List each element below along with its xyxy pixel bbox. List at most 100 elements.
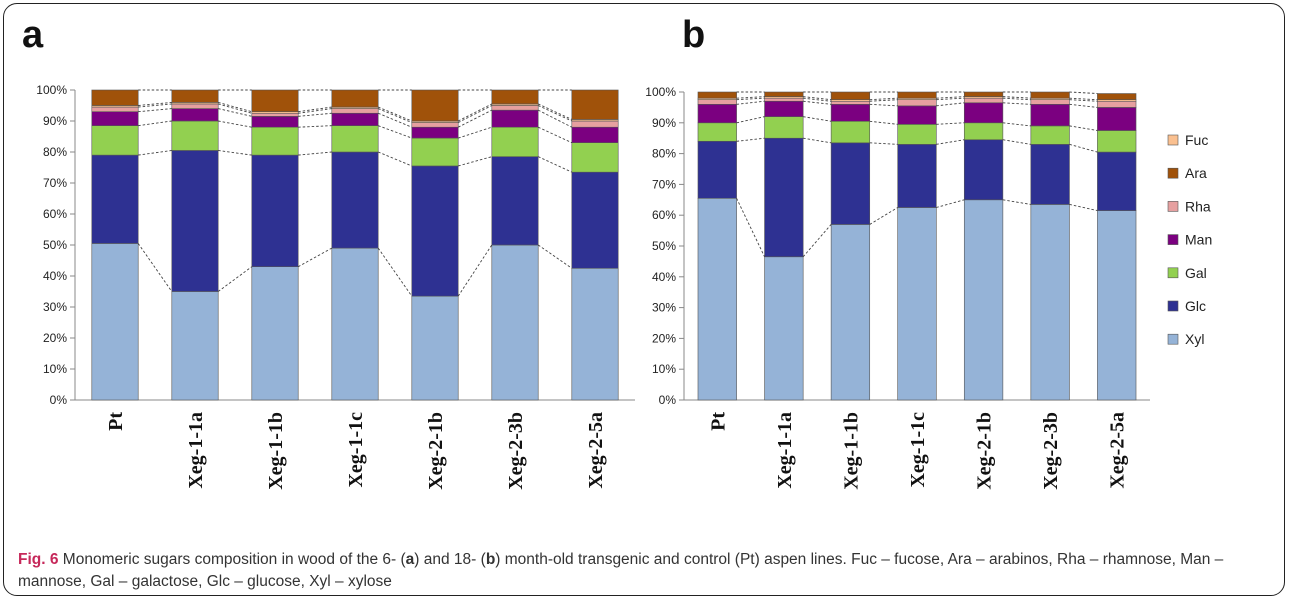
caption-figure-label: Fig. 6 [18, 551, 59, 568]
panel-letter-a: a [22, 14, 44, 56]
bar-segment-gal [331, 125, 379, 153]
y-tick-label: 0% [50, 393, 68, 407]
bar-segment-xyl [897, 207, 937, 401]
bar-segment-ara [491, 89, 539, 105]
caption-text-3: ) month-old transgenic and control (Pt) … [18, 551, 1224, 590]
bar-segment-xyl [411, 295, 459, 401]
bar-segment-rha [91, 106, 139, 113]
connector-line [736, 97, 765, 101]
connector-line [138, 150, 172, 156]
chart-panel-a: 0% 10% 20% 30% 40% 50% 60% 70% 80% 90% 100% Pt Xeg-1… [36, 83, 635, 490]
bar-segment-glc [830, 142, 871, 225]
connector-line [378, 108, 412, 123]
y-tick-label: 40% [43, 269, 67, 283]
bar-segment-rha [411, 122, 459, 128]
bar-segment-gal [251, 126, 299, 156]
connector-line [1069, 203, 1098, 212]
connector-line [1069, 97, 1098, 101]
connector-line [803, 116, 832, 122]
connector-line [1002, 97, 1031, 101]
connector-line [138, 108, 172, 113]
bar-segment-gal [764, 116, 804, 139]
connector-line [936, 96, 965, 99]
y-tick-label: 100% [36, 83, 67, 97]
connector-line [736, 137, 765, 142]
legend-label: Rha [1185, 198, 1211, 214]
y-tick-label: 20% [43, 331, 67, 345]
y-tick-label: 50% [43, 238, 67, 252]
connector-line [736, 100, 765, 105]
connector-line [218, 120, 252, 128]
bar-segment-glc [491, 156, 539, 246]
bar-segment-gal [897, 124, 937, 145]
connector-line [736, 96, 765, 99]
y-tick-label: 60% [43, 207, 67, 221]
bar-segment-gal [571, 142, 619, 173]
y-tick-label: 70% [43, 176, 67, 190]
connector-line [298, 151, 332, 156]
bar-segment-rha [571, 120, 619, 128]
bar-segment-rha [251, 112, 299, 117]
bar-segment-glc [331, 151, 379, 249]
connector-line [803, 96, 832, 101]
x-tick-label: Pt [707, 412, 729, 431]
connector-line [218, 108, 252, 117]
bar-segment-xyl [697, 197, 737, 401]
bar-segment-rha [963, 97, 1004, 104]
connector-line [378, 151, 412, 167]
connector-line [457, 105, 493, 123]
y-tick-label: 0% [659, 393, 677, 407]
bar-segment-glc [764, 137, 804, 258]
y-tick-label: 100% [645, 85, 676, 99]
bar-segment-glc [1030, 144, 1070, 205]
connector-line [1069, 125, 1098, 131]
bar-segment-rha [697, 99, 737, 105]
connector-line [297, 247, 333, 268]
connector-line [1002, 122, 1031, 127]
bar-segment-xyl [830, 224, 871, 401]
bar-segment-glc [571, 171, 619, 269]
y-tick-label: 90% [652, 116, 676, 130]
connector-line [736, 116, 765, 124]
connector-line [538, 103, 572, 120]
y-tick-label: 30% [43, 300, 67, 314]
bar-segment-ara [571, 89, 619, 120]
connector-line [457, 244, 493, 297]
connector-line [138, 120, 172, 127]
bar-segment-glc [963, 139, 1004, 201]
connector-line [1002, 102, 1031, 105]
connector-line [378, 125, 412, 139]
y-tick-label: 10% [652, 362, 676, 376]
connector-line [537, 244, 573, 269]
bar-segment-man [251, 116, 299, 128]
bar-segment-rha [1097, 100, 1137, 108]
connector-line [869, 97, 898, 101]
bar-segment-ara [830, 91, 871, 100]
legend-label: Glc [1185, 298, 1206, 314]
bar-segment-xyl [1030, 204, 1070, 401]
bar-segment-gal [963, 122, 1004, 141]
bar-segment-gal [830, 120, 871, 144]
y-tick-label: 70% [652, 177, 676, 191]
y-tick-label: 10% [43, 362, 67, 376]
x-tick-label: Xeg-2-5a [1107, 412, 1129, 489]
charts-canvas: 0% 10% 20% 30% 40% 50% 60% 70% 80% 90% 100% Pt Xeg-1… [36, 83, 1212, 490]
bar-segment-ara [1097, 93, 1137, 101]
connector-line [803, 137, 832, 144]
bar-segment-man [963, 102, 1004, 124]
connector-line [538, 156, 572, 173]
connector-line [298, 112, 332, 117]
connector-line [1002, 199, 1031, 205]
bar-segment-glc [411, 165, 459, 297]
connector-line [457, 109, 493, 128]
bar-segment-glc [171, 150, 219, 292]
caption-text-2: ) and 18- ( [414, 551, 486, 568]
connector-line [458, 156, 492, 167]
connector-line [377, 247, 413, 297]
connector-line [218, 150, 252, 156]
connector-line [538, 105, 572, 122]
x-tick-label: Pt [105, 412, 127, 431]
bar-segment-man [91, 111, 139, 126]
bar-segment-rha [331, 108, 379, 114]
x-tick-label: Xeg-2-3b [1040, 412, 1062, 490]
